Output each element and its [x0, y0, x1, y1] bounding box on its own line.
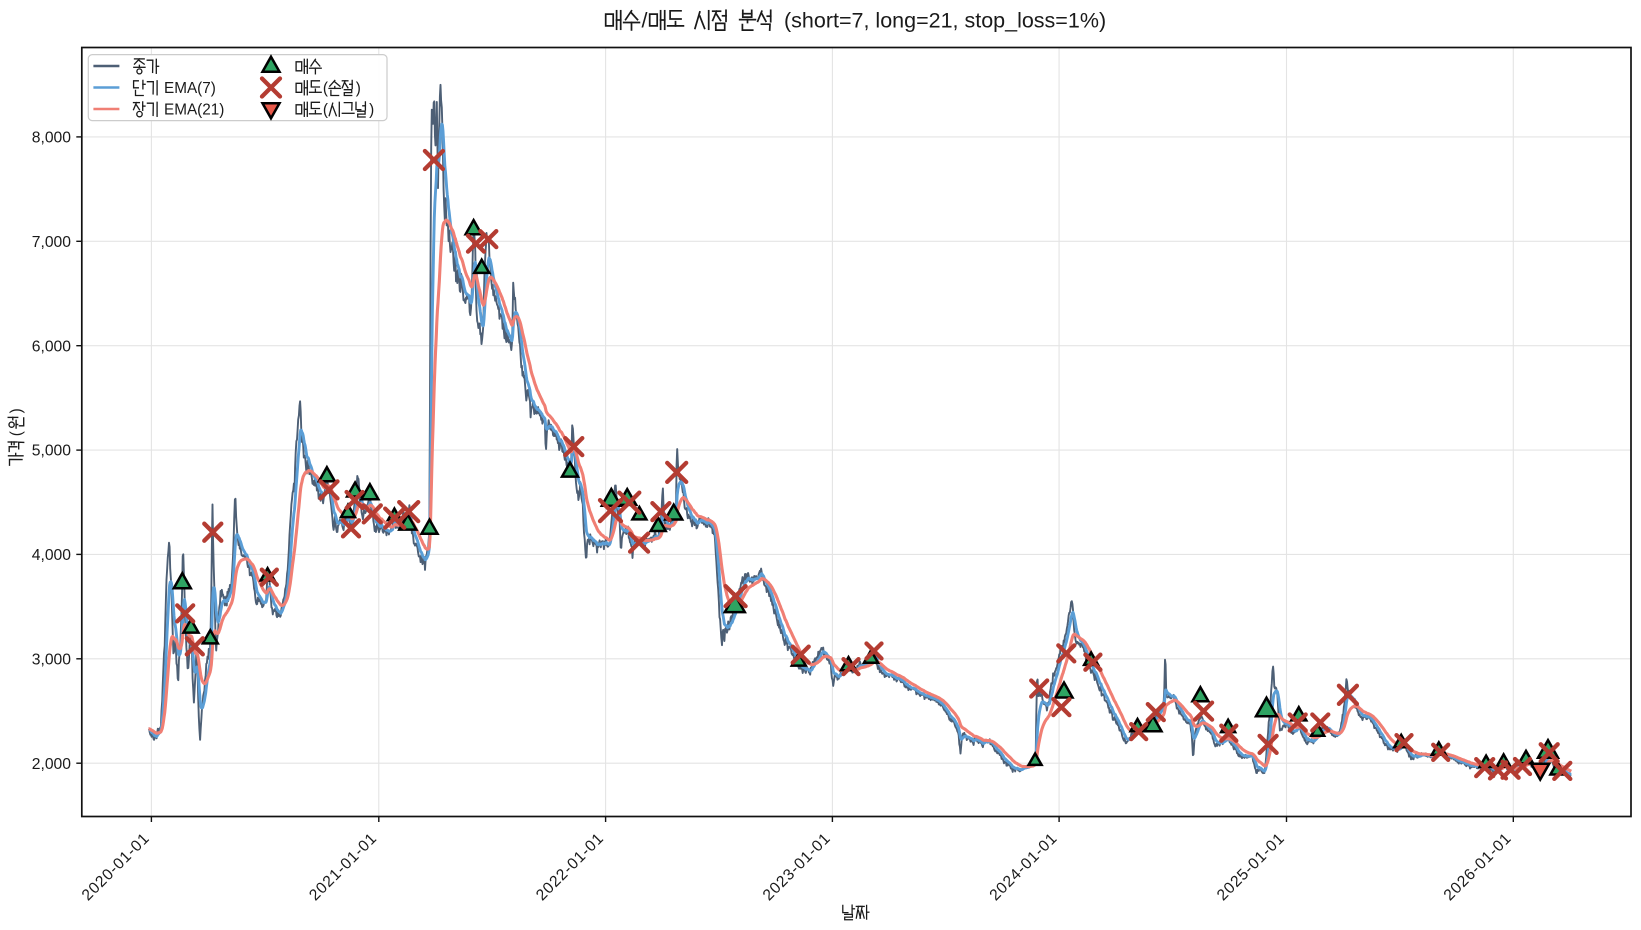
svg-text:EMA(7): EMA(7) [164, 80, 216, 97]
svg-text:/: / [642, 9, 648, 33]
svg-text:5,000: 5,000 [32, 443, 72, 460]
svg-text:3,000: 3,000 [32, 651, 72, 668]
svg-text:2,000: 2,000 [32, 756, 72, 773]
svg-text:): ) [8, 408, 25, 413]
svg-text:(: ( [323, 80, 328, 97]
svg-text:(: ( [323, 101, 328, 118]
svg-text:4,000: 4,000 [32, 547, 72, 564]
svg-text:7,000: 7,000 [32, 234, 72, 251]
svg-text:EMA(21): EMA(21) [164, 101, 224, 118]
svg-text:): ) [356, 80, 361, 97]
svg-text:6,000: 6,000 [32, 338, 72, 355]
svg-text:(short=7, long=21, stop_loss=1: (short=7, long=21, stop_loss=1%) [784, 9, 1106, 33]
svg-text:): ) [369, 101, 374, 118]
svg-text:(: ( [8, 431, 25, 436]
svg-text:8,000: 8,000 [32, 130, 72, 147]
